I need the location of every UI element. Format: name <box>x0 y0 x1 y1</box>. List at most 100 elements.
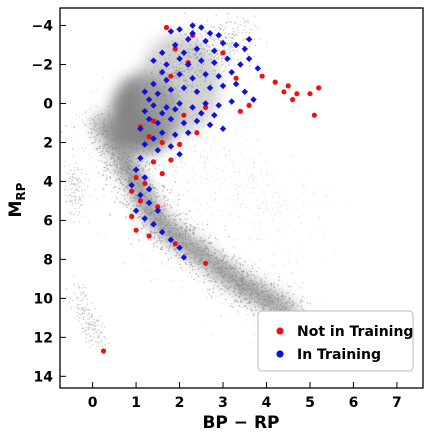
in-training-point <box>167 86 175 94</box>
in-training-point <box>176 150 183 158</box>
y-tick-label: 8 <box>43 252 53 268</box>
in-training-point <box>245 35 253 43</box>
not-in-training-point <box>316 85 322 91</box>
in-training-point <box>206 84 214 92</box>
legend-label-not-in-training: Not in Training <box>297 324 413 340</box>
giant-branch-haze <box>139 34 220 134</box>
in-training-point <box>132 207 140 214</box>
in-training-point <box>176 26 183 33</box>
in-training-point <box>241 45 249 53</box>
in-training-point <box>193 45 201 53</box>
in-training-point <box>189 30 196 37</box>
y-tick-label: 10 <box>34 291 54 307</box>
legend-box <box>257 310 414 372</box>
not-in-training-point <box>237 108 243 114</box>
x-tick-label: 5 <box>305 395 315 411</box>
not-in-training-point <box>311 112 317 118</box>
y-tick-label: −4 <box>32 19 54 35</box>
in-training-point <box>202 100 209 107</box>
in-training-point <box>193 117 201 125</box>
not-in-training-point <box>172 46 178 52</box>
not-in-training-point <box>181 112 187 118</box>
not-in-training-point <box>172 241 178 247</box>
not-in-training-point <box>159 139 165 146</box>
in-training-point <box>150 135 157 142</box>
x-tick-label: 0 <box>88 395 98 411</box>
in-training-point <box>241 88 249 96</box>
not-in-training-point <box>133 174 139 181</box>
y-tick-label: 14 <box>34 369 54 385</box>
not-in-training-point <box>272 79 278 85</box>
in-training-point <box>145 199 153 207</box>
y-tick-label: 2 <box>43 135 53 151</box>
y-tick-label: −2 <box>32 58 53 74</box>
in-training-point <box>171 41 179 49</box>
in-training-point <box>141 215 149 222</box>
not-in-training-point <box>150 159 157 165</box>
y-tick-label: 12 <box>34 330 53 346</box>
x-tick-label: 3 <box>218 395 228 411</box>
not-in-training-point <box>233 75 239 81</box>
not-in-training-point <box>203 260 209 266</box>
not-in-training-point <box>177 141 183 147</box>
legend-marker-in-training <box>276 350 284 358</box>
in-training-point <box>145 185 153 193</box>
in-training-point <box>176 71 183 78</box>
in-training-point <box>150 221 157 228</box>
in-training-point <box>163 76 170 84</box>
density-dots <box>61 12 348 348</box>
in-training-point <box>167 143 175 150</box>
not-in-training-point <box>159 171 165 177</box>
y-axis-label-main: M <box>6 201 26 218</box>
in-training-point <box>198 57 205 64</box>
in-training-point <box>232 80 240 88</box>
in-training-point <box>141 141 149 148</box>
in-training-point <box>202 37 209 45</box>
in-training-point <box>158 228 166 236</box>
in-training-point <box>154 90 162 97</box>
in-training-point <box>141 108 149 115</box>
not-in-training-point <box>155 204 161 210</box>
in-training-point <box>180 84 188 92</box>
in-training-point <box>137 191 144 199</box>
not-in-training-point <box>168 157 174 163</box>
x-axis-ticks: 0 1 2 3 4 5 6 7 <box>88 382 402 411</box>
x-axis-label: BP − RP <box>202 413 279 433</box>
y-tick-label: 4 <box>43 174 53 190</box>
in-training-point <box>184 61 192 68</box>
in-training-point <box>232 41 240 49</box>
in-training-point <box>128 182 135 189</box>
y-tick-label: 6 <box>43 213 53 229</box>
not-in-training-point <box>163 24 170 31</box>
legend-label-in-training: In Training <box>297 347 381 363</box>
in-training-point <box>193 88 201 96</box>
in-training-point <box>237 61 244 68</box>
in-training-point <box>158 69 166 76</box>
not-in-training-point <box>290 97 296 103</box>
in-training-point <box>141 174 149 181</box>
in-training-point <box>219 125 227 133</box>
in-training-points <box>128 22 262 261</box>
not-in-training-point <box>281 89 287 95</box>
in-training-point <box>215 32 222 39</box>
not-in-training-point <box>142 180 148 186</box>
not-in-training-point <box>146 134 152 140</box>
y-axis-label: MRP <box>6 182 28 217</box>
in-training-point <box>189 104 196 111</box>
legend-marker-not-in-training <box>276 327 284 335</box>
not-in-training-point <box>129 188 135 194</box>
in-training-point <box>189 74 196 82</box>
not-in-training-point <box>259 73 265 79</box>
not-in-training-point <box>133 227 139 233</box>
not-in-training-points <box>100 24 322 354</box>
in-training-point <box>189 22 196 29</box>
not-in-training-point <box>246 102 252 108</box>
y-axis-label-sub: RP <box>14 182 28 200</box>
in-training-point <box>167 28 175 35</box>
in-training-point <box>211 111 218 119</box>
in-training-point <box>167 236 175 244</box>
in-training-point <box>180 254 188 261</box>
in-training-point <box>198 24 205 31</box>
in-training-point <box>215 72 222 80</box>
